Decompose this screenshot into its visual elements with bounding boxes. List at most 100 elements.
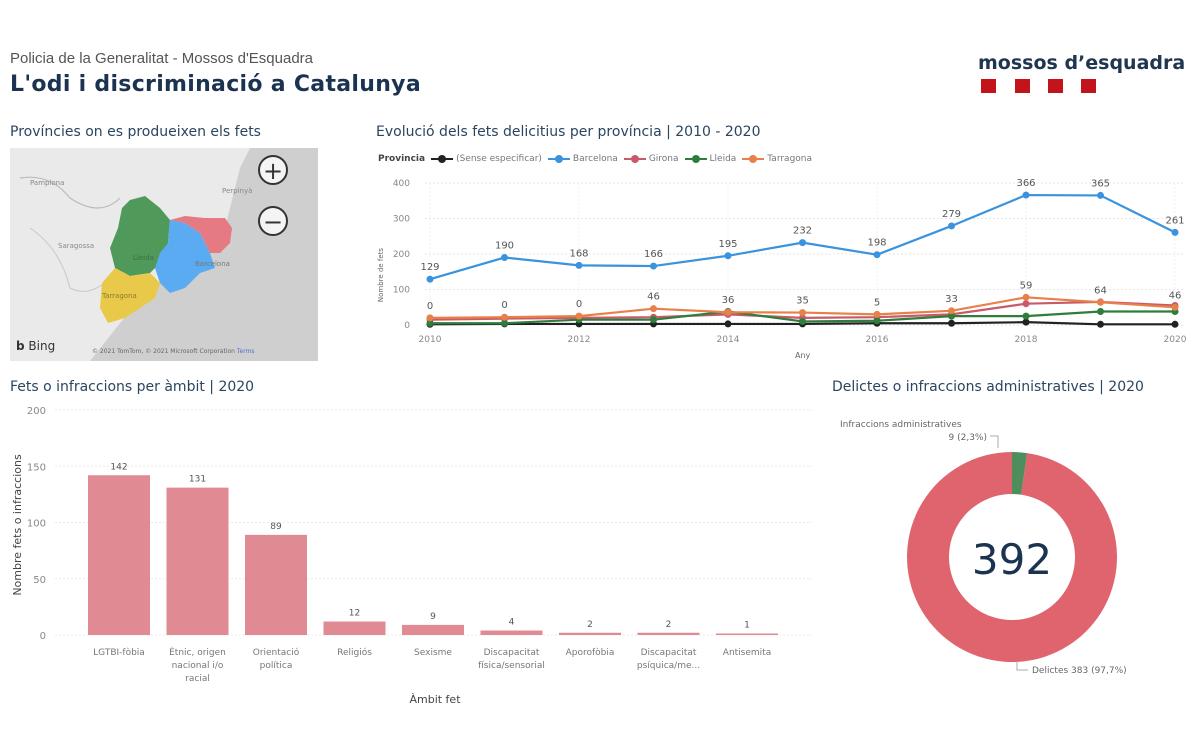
map-copyright: © 2021 TomTom, © 2021 Microsoft Corporat… [92, 348, 255, 355]
bar-value-label: 9 [430, 612, 436, 622]
x-tick-label: Orientació [253, 647, 300, 658]
data-label: 36 [722, 295, 735, 306]
bar-value-label: 2 [666, 620, 672, 630]
bar [166, 487, 229, 635]
logo-square [981, 79, 996, 93]
data-point [1171, 320, 1179, 328]
data-label: 232 [793, 226, 812, 237]
bar [88, 475, 150, 635]
data-point [426, 314, 434, 322]
bar-value-label: 142 [110, 462, 127, 472]
zoom-in-button[interactable]: + [258, 155, 288, 185]
x-tick-label: Religiós [337, 647, 372, 658]
x-tick-label: 2014 [717, 335, 740, 345]
x-tick-label: Discapacitat [484, 648, 540, 658]
x-tick-label: física/sensorial [478, 661, 545, 671]
legend-item[interactable]: (Sense especificar) [431, 154, 542, 164]
x-tick-label: 2016 [866, 335, 889, 345]
data-point [1022, 318, 1030, 326]
legend-label: Lleida [709, 154, 737, 164]
donut-chart: 392 Infraccions administratives 9 (2,3%) De… [840, 420, 1127, 676]
x-axis-label: Any [795, 351, 811, 360]
bar [637, 632, 700, 635]
data-point [948, 222, 955, 230]
data-point [799, 239, 806, 247]
legend-label: Girona [648, 154, 679, 164]
data-label: 279 [942, 209, 961, 220]
donut-slice-delictes [906, 452, 1117, 662]
data-point [873, 251, 881, 259]
x-tick-label: 2012 [568, 335, 591, 345]
bar-value-label: 1 [744, 621, 750, 631]
data-point [724, 252, 732, 260]
donut-chart-title: Delictes o infraccions administratives |… [832, 379, 1144, 395]
data-point [1022, 191, 1030, 199]
bar-value-label: 131 [189, 475, 206, 485]
region-girona [170, 216, 232, 253]
bar [245, 534, 307, 635]
terms-link[interactable]: Terms [236, 348, 255, 355]
border-line [29, 227, 111, 292]
data-point [501, 319, 508, 327]
data-point [650, 316, 657, 324]
data-label: 0 [427, 301, 433, 312]
map-label-lleida: Lleida [133, 254, 154, 262]
map-label-saragossa: Saragossa [58, 242, 94, 250]
series-line-barcelona [429, 193, 1176, 281]
page-title: L'odi i discriminació a Catalunya [10, 72, 421, 97]
data-point [1022, 312, 1030, 320]
x-tick-label: 2018 [1015, 335, 1038, 345]
legend-label: Tarragona [767, 154, 813, 164]
x-tick-label: Discapacitat [641, 648, 697, 658]
map-visual[interactable]: Pamplona Perpinyà Saragossa Lleida Barce… [10, 148, 318, 361]
data-point [1022, 300, 1030, 308]
data-point [1097, 191, 1104, 199]
legend-title: Provincia [378, 154, 426, 164]
data-point [575, 261, 583, 269]
legend-item[interactable]: Girona [623, 154, 679, 164]
data-label: 46 [1169, 290, 1182, 301]
y-tick-label: 200 [27, 406, 46, 417]
map-label-tarragona: Tarragona [101, 292, 137, 300]
x-tick-label: Ètnic, origen [169, 646, 226, 658]
bing-icon: b [16, 339, 25, 353]
data-label: 190 [495, 241, 514, 252]
x-tick-label: política [260, 661, 293, 671]
legend-item[interactable]: Barcelona [547, 154, 618, 164]
y-axis-label: Nombre de fets [377, 248, 385, 303]
x-tick-label: 2020 [1164, 335, 1187, 345]
x-tick-label: nacional i/o [172, 661, 224, 671]
zoom-out-button[interactable]: − [258, 206, 288, 236]
data-label: 366 [1016, 178, 1035, 189]
y-tick-label: 200 [393, 250, 410, 260]
slice-label-infraccions-name: Infraccions administratives [840, 420, 962, 430]
x-tick-label: Antisemita [723, 648, 771, 658]
y-tick-label: 100 [393, 286, 410, 296]
data-point [650, 305, 657, 313]
data-label: 365 [1091, 178, 1110, 189]
data-point [1171, 228, 1179, 236]
data-point [873, 310, 881, 318]
legend-item[interactable]: Lleida [684, 154, 737, 164]
data-point [575, 312, 583, 320]
x-tick-label: Aporofòbia [566, 647, 615, 658]
data-point [501, 313, 508, 321]
map-label-perpinya: Perpinyà [222, 187, 252, 195]
y-tick-label: 150 [27, 462, 46, 473]
bar [716, 633, 778, 635]
data-label: 261 [1165, 215, 1184, 226]
y-tick-label: 0 [40, 631, 46, 642]
page-subtitle: Policia de la Generalitat - Mossos d'Esq… [10, 50, 314, 67]
region-lleida [110, 196, 170, 276]
legend-label: Barcelona [572, 154, 618, 164]
legend-item[interactable]: Tarragona [742, 154, 812, 164]
y-tick-label: 300 [393, 215, 410, 225]
data-label: 46 [647, 292, 660, 303]
bar [559, 632, 621, 635]
region-tarragona [100, 268, 160, 323]
map-label-barcelona: Barcelona [195, 260, 230, 268]
bar-chart: 0 50 100 150 200 Nombre fets o infraccions Àmb… [11, 406, 812, 706]
x-tick-label: psíquica/me... [637, 661, 700, 671]
y-tick-label: 50 [33, 575, 46, 586]
slice-label-delictes: Delictes 383 (97,7%) [1032, 666, 1127, 676]
